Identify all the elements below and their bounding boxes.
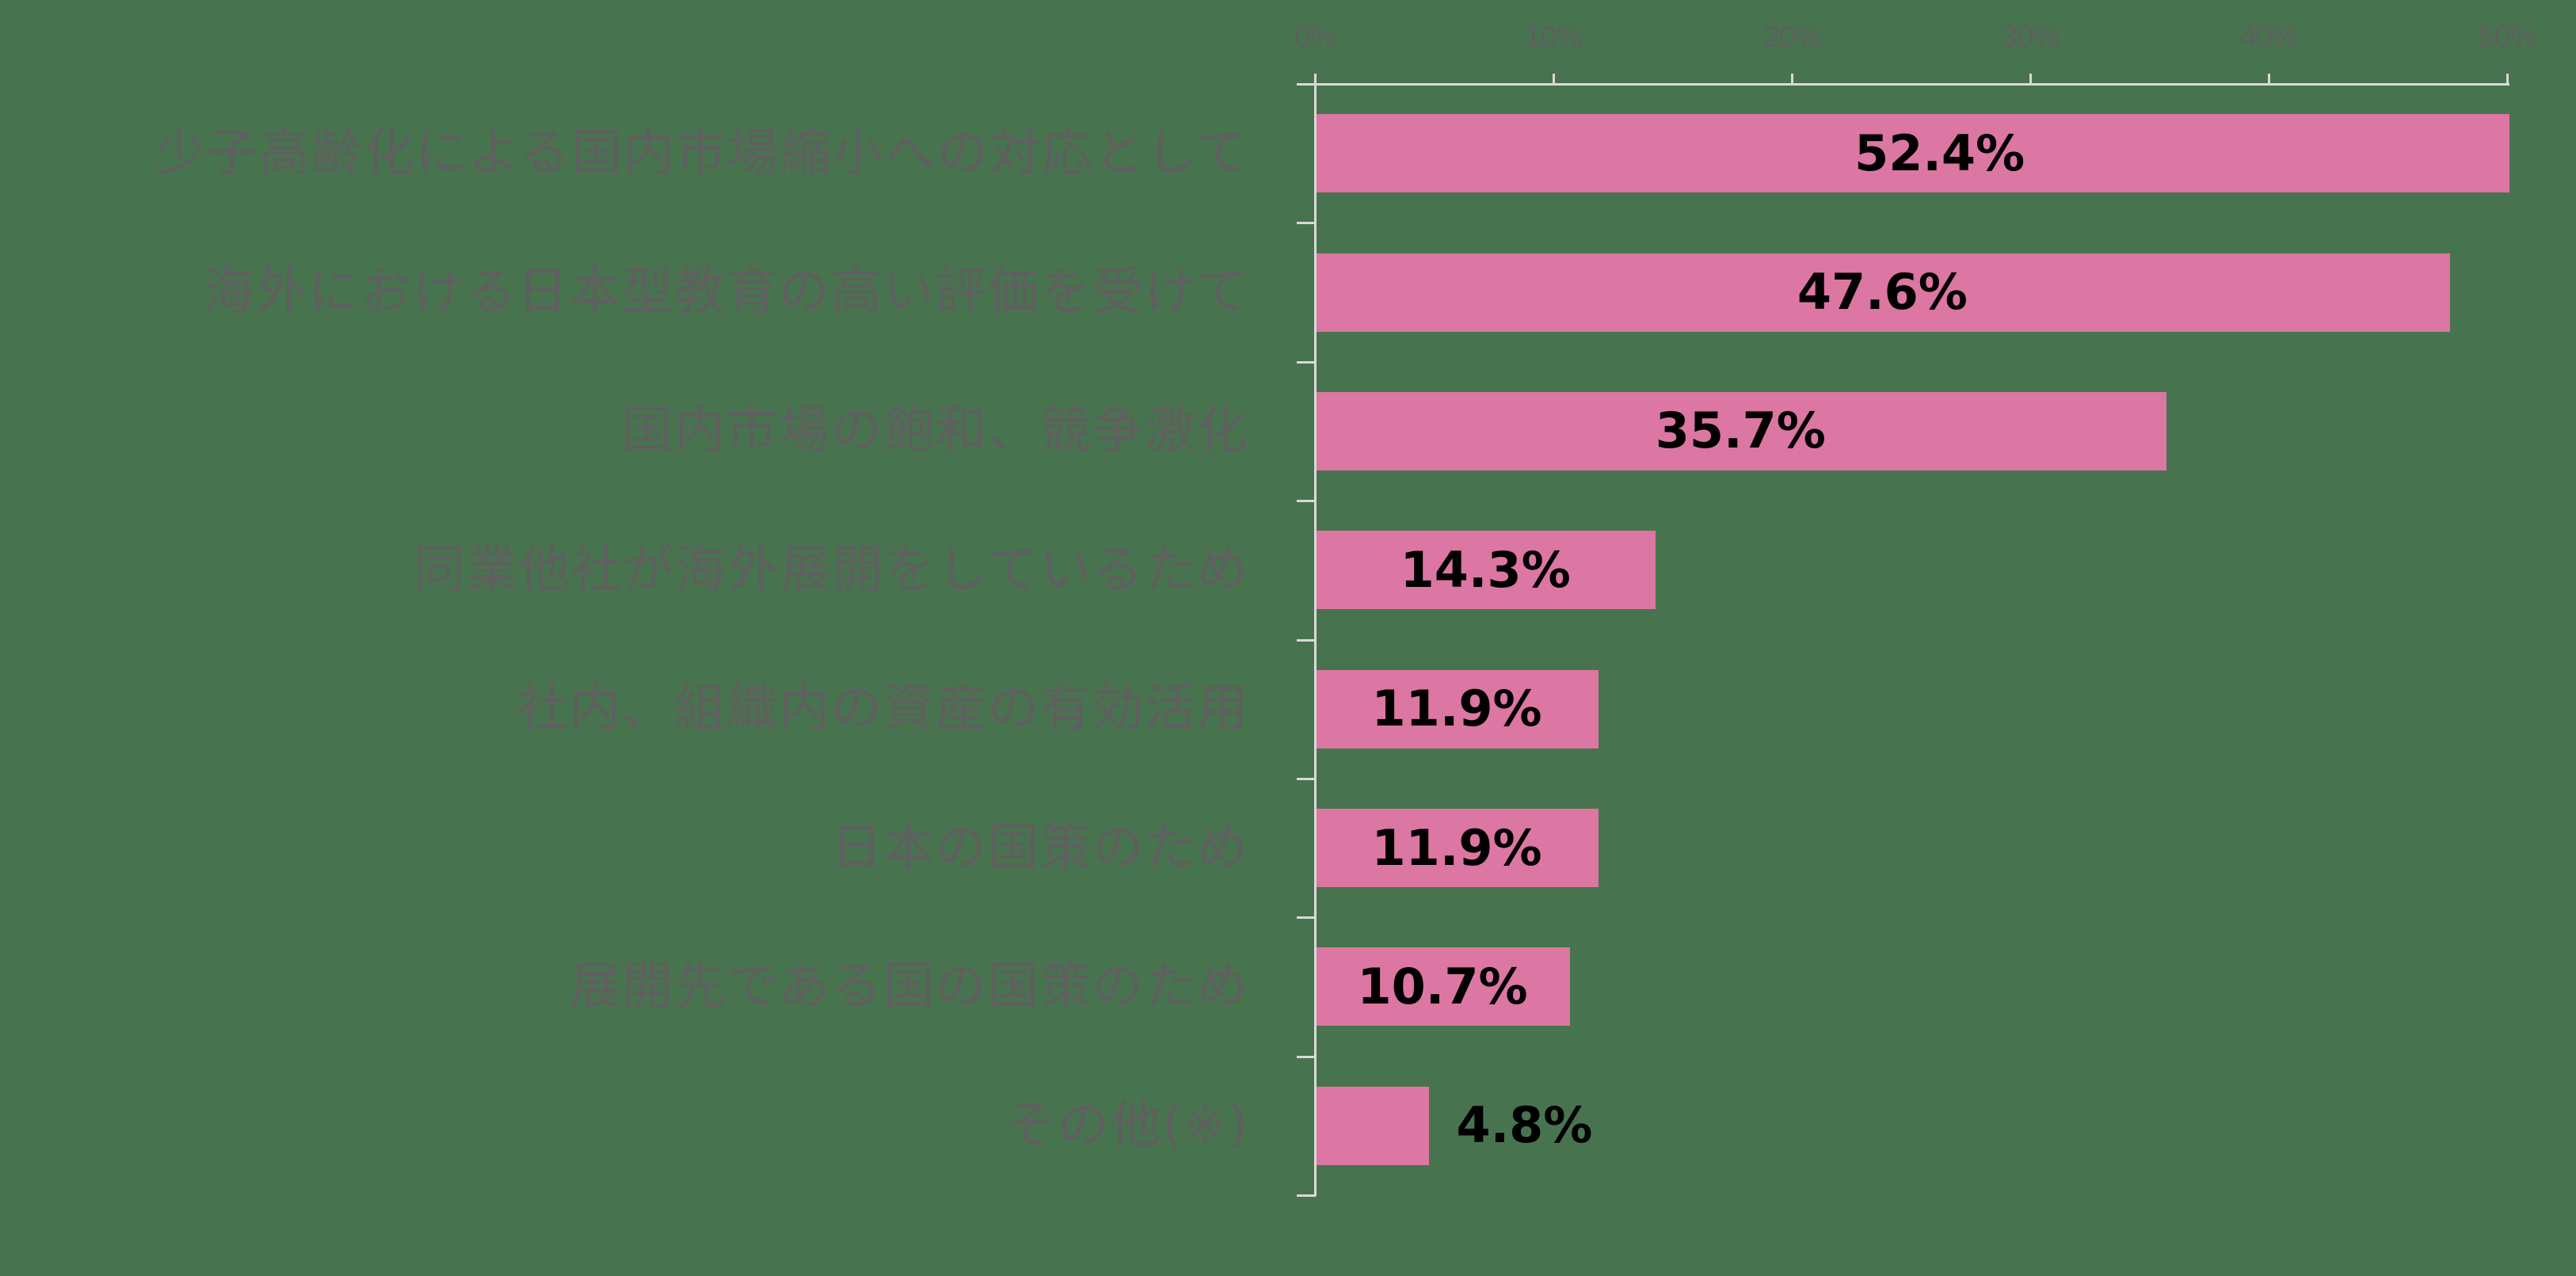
x-tick-mark	[2506, 74, 2509, 84]
value-label: 11.9%	[1371, 818, 1542, 877]
value-label: 47.6%	[1797, 263, 1968, 322]
y-axis-line	[1314, 74, 1317, 1196]
x-tick-label: 30%	[2001, 21, 2060, 54]
value-label: 10.7%	[1357, 957, 1528, 1015]
x-tick-label: 20%	[1762, 21, 1821, 54]
bar	[1317, 531, 1656, 610]
bar	[1317, 669, 1599, 748]
y-tick-mark	[1297, 1194, 1316, 1197]
category-label: 同業他社が海外展開をしているため	[413, 540, 1249, 600]
bar	[1317, 253, 2450, 332]
value-label: 14.3%	[1400, 540, 1571, 599]
x-tick-label: 0%	[1294, 21, 1337, 54]
y-tick-mark	[1297, 83, 1316, 86]
y-tick-mark	[1297, 916, 1316, 920]
value-label: 11.9%	[1371, 680, 1542, 738]
x-tick-mark	[2029, 74, 2032, 84]
value-label: 35.7%	[1655, 402, 1826, 460]
x-tick-mark	[1553, 74, 1555, 84]
y-tick-mark	[1297, 500, 1316, 503]
category-label: 日本の国策のため	[831, 818, 1249, 878]
value-label: 4.8%	[1456, 1096, 1593, 1155]
category-label: 少子高齢化による国内市場縮小への対応として	[154, 124, 1249, 183]
x-tick-label: 10%	[1524, 21, 1583, 54]
y-tick-mark	[1297, 638, 1316, 642]
y-tick-mark	[1297, 1055, 1316, 1058]
y-tick-mark	[1297, 777, 1316, 780]
category-label: 国内市場の飽和、競争激化	[622, 402, 1249, 461]
bar	[1317, 947, 1571, 1027]
bar	[1317, 114, 2509, 193]
category-label: 海外における日本型教育の高い評価を受けて	[204, 263, 1249, 322]
x-axis-line	[1297, 83, 2509, 86]
category-label: 社内、組織内の資産の有効活用	[517, 680, 1249, 739]
bar	[1317, 809, 1599, 888]
bar	[1317, 1086, 1430, 1165]
y-tick-mark	[1297, 222, 1316, 225]
category-label: その他(※)	[1005, 1096, 1249, 1156]
x-tick-label: 50%	[2478, 21, 2536, 54]
x-tick-mark	[1791, 74, 1793, 84]
y-tick-mark	[1297, 360, 1316, 364]
category-label: 展開先である国の国策のため	[570, 957, 1249, 1016]
bar	[1317, 391, 2166, 470]
x-tick-mark	[2268, 74, 2270, 84]
x-tick-label: 40%	[2239, 21, 2298, 54]
value-label: 52.4%	[1854, 124, 2025, 182]
